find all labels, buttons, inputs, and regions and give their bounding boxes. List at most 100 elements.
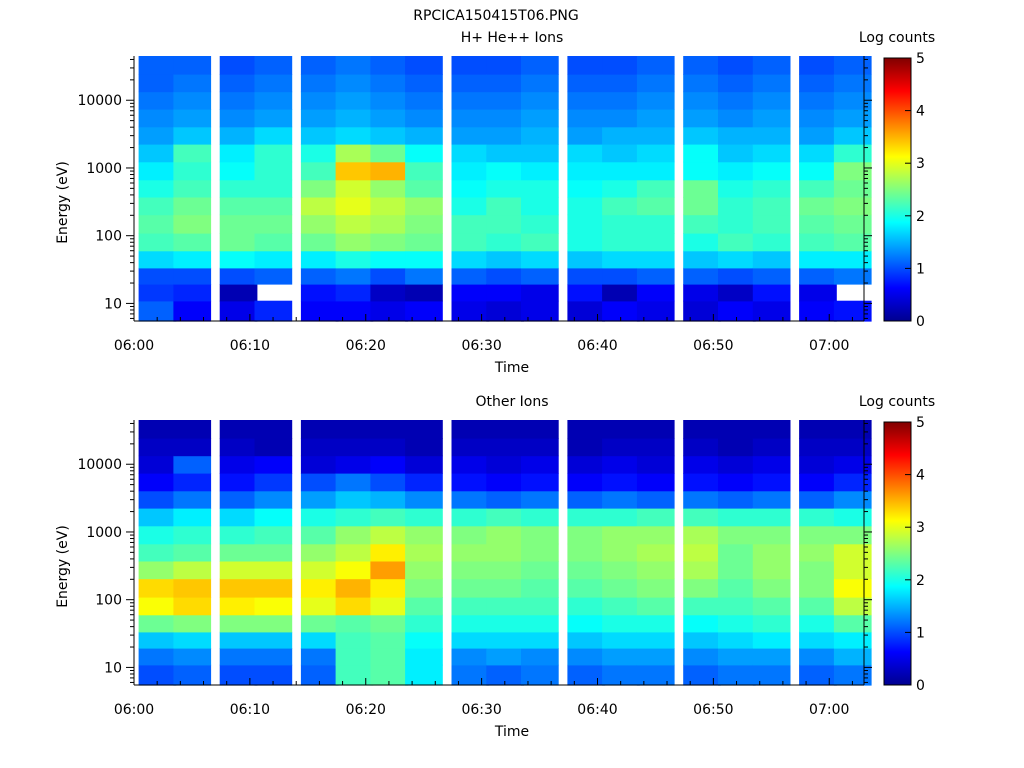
heatmap-cell <box>718 420 756 439</box>
heatmap-cell <box>567 508 606 527</box>
heatmap-cell <box>335 300 374 322</box>
heatmap-cell <box>138 420 177 439</box>
heatmap-cell <box>636 578 675 598</box>
heatmap-cell <box>254 455 293 474</box>
heatmap-cell <box>138 284 177 302</box>
heatmap-cell <box>254 161 293 181</box>
heatmap-cell <box>752 161 791 181</box>
heatmap-cell <box>521 664 559 686</box>
heatmap-cell <box>521 91 559 110</box>
heatmap-cell <box>636 196 675 216</box>
heatmap-cell <box>370 614 409 633</box>
heatmap-cell <box>335 560 374 580</box>
heatmap-cell <box>752 284 791 302</box>
y-tick-label: 10 <box>104 660 122 676</box>
heatmap-cell <box>718 233 756 252</box>
heatmap-cell <box>451 91 490 110</box>
heatmap-cell <box>602 543 640 562</box>
heatmap-cell <box>636 438 675 457</box>
heatmap-cell <box>370 631 409 649</box>
heatmap-cell <box>799 490 837 509</box>
colorbar-tick-label: 1 <box>916 625 925 641</box>
heatmap-cell <box>718 578 756 598</box>
heatmap-cell <box>521 648 559 666</box>
heatmap-cell <box>636 300 675 322</box>
y-tick-label: 10000 <box>77 457 122 473</box>
heatmap-cell <box>752 56 791 75</box>
heatmap-cell <box>683 473 721 492</box>
heatmap-cell <box>567 196 606 216</box>
heatmap-cell <box>521 144 559 163</box>
panels: 06:00 06:10 06:20 06:30 06:40 06:50 07:0010100… <box>55 30 935 740</box>
colorbar-tick-label: 5 <box>916 415 925 431</box>
heatmap-cell <box>602 455 640 474</box>
heatmap-cell <box>335 144 374 163</box>
heatmap-cell <box>602 473 640 492</box>
heatmap-cell <box>486 144 524 163</box>
heatmap-cell <box>521 543 559 562</box>
heatmap-cell <box>451 648 490 666</box>
heatmap-cell <box>405 525 443 545</box>
heatmap-cell <box>219 196 258 216</box>
heatmap-cell <box>602 438 640 457</box>
heatmap-cell <box>405 614 443 633</box>
heatmap-cell <box>799 267 837 285</box>
heatmap-cell <box>254 614 293 633</box>
heatmap-cell <box>752 490 791 509</box>
heatmap-cell <box>636 490 675 509</box>
heatmap-cell <box>451 560 490 580</box>
heatmap-cell <box>567 109 606 128</box>
heatmap-cell <box>521 438 559 457</box>
heatmap-cell <box>799 631 837 649</box>
heatmap-cell <box>300 196 339 216</box>
heatmap-cell <box>683 614 721 633</box>
heatmap-cell <box>300 560 339 580</box>
heatmap-cell <box>370 144 409 163</box>
heatmap-cell <box>451 578 490 598</box>
heatmap-cell <box>833 664 872 686</box>
heatmap-cell <box>138 438 177 457</box>
heatmap-cell <box>567 74 606 93</box>
heatmap-cell <box>567 525 606 545</box>
colorbar-label: Log counts <box>859 394 935 410</box>
heatmap-cell <box>451 74 490 93</box>
heatmap-cell <box>254 664 293 686</box>
heatmap-cell <box>752 74 791 93</box>
heatmap-cell <box>683 455 721 474</box>
heatmap-cell <box>799 614 837 633</box>
heatmap-cell <box>521 560 559 580</box>
heatmap-cell <box>799 161 837 181</box>
y-tick-label: 10000 <box>77 93 122 109</box>
y-tick-label: 100 <box>95 593 122 609</box>
heatmap-cell <box>718 161 756 181</box>
heatmap-cell <box>173 578 212 598</box>
heatmap-cell <box>451 525 490 545</box>
heatmap-cell <box>521 161 559 181</box>
heatmap-cell <box>602 300 640 322</box>
heatmap-cell <box>335 578 374 598</box>
heatmap-cell <box>405 161 443 181</box>
heatmap-cell <box>451 508 490 527</box>
heatmap-cell <box>683 214 721 234</box>
heatmap-cell <box>254 196 293 216</box>
heatmap-cell <box>833 233 872 252</box>
heatmap-cell <box>219 126 258 145</box>
heatmap-cell <box>521 490 559 509</box>
heatmap-cell <box>521 420 559 439</box>
heatmap-cell <box>405 74 443 93</box>
heatmap-cell <box>567 214 606 234</box>
heatmap-cell <box>173 543 212 562</box>
heatmap-cell <box>335 420 374 439</box>
heatmap-cell <box>254 490 293 509</box>
heatmap-cell <box>219 91 258 110</box>
heatmap-cell <box>173 490 212 509</box>
heatmap-cell <box>173 473 212 492</box>
heatmap-cell <box>335 525 374 545</box>
heatmap-cell <box>219 648 258 666</box>
heatmap-cell <box>335 455 374 474</box>
heatmap-cell <box>567 664 606 686</box>
heatmap-cell <box>567 300 606 322</box>
heatmap-cell <box>567 284 606 302</box>
heatmap-cell <box>405 455 443 474</box>
heatmap-cell <box>219 473 258 492</box>
